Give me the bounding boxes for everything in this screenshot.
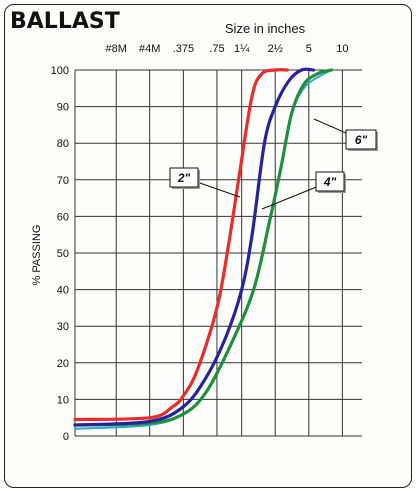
y-axis-label: % PASSING [31,225,43,286]
y-tick-label: 90 [57,102,69,114]
y-tick-label: 10 [57,394,69,406]
chart-frame [4,4,412,488]
chart-title: BALLAST [10,9,120,34]
x-tick-label: 5 [306,43,312,55]
callout-box [345,129,377,150]
x-tick-label: 10 [336,43,348,55]
y-tick-label: 70 [57,175,69,187]
y-tick-label: 30 [57,321,69,333]
x-tick-label: .375 [173,43,194,55]
series-line-0 [73,68,289,422]
y-tick-label: 0 [63,431,69,443]
callout-box [315,171,345,192]
x-axis-title: Size in inches [225,21,306,36]
x-tick-label: 1¼ [234,43,250,55]
callout-label: 6" [355,133,368,147]
series-line-2 [73,68,334,427]
y-tick-labels: 0 10 20 30 40 50 60 70 80 90 100 [51,65,69,443]
y-tick-label: 100 [51,65,69,77]
x-tick-label: .75 [209,43,224,55]
x-tick-label: #8M [106,43,127,55]
series-line-3 [74,69,333,430]
callouts: 2" 4" 6" [169,118,378,210]
x-tick-label: #4M [139,43,160,55]
series-lines [73,67,334,430]
series-line-1 [73,67,315,427]
y-tick-label: 60 [57,211,69,223]
callout-label: 2" [177,171,191,185]
callout-label: 4" [323,175,337,189]
y-tick-label: 40 [57,285,69,297]
y-tick-label: 80 [57,138,69,150]
x-tick-labels: #8M #4M .375 .75 1¼ 2½ 5 10 [106,43,349,55]
y-tick-label: 50 [57,248,69,260]
y-tick-label: 20 [57,358,69,370]
grid [74,69,362,437]
x-tick-label: 2½ [268,43,283,55]
callout-box [169,167,199,188]
